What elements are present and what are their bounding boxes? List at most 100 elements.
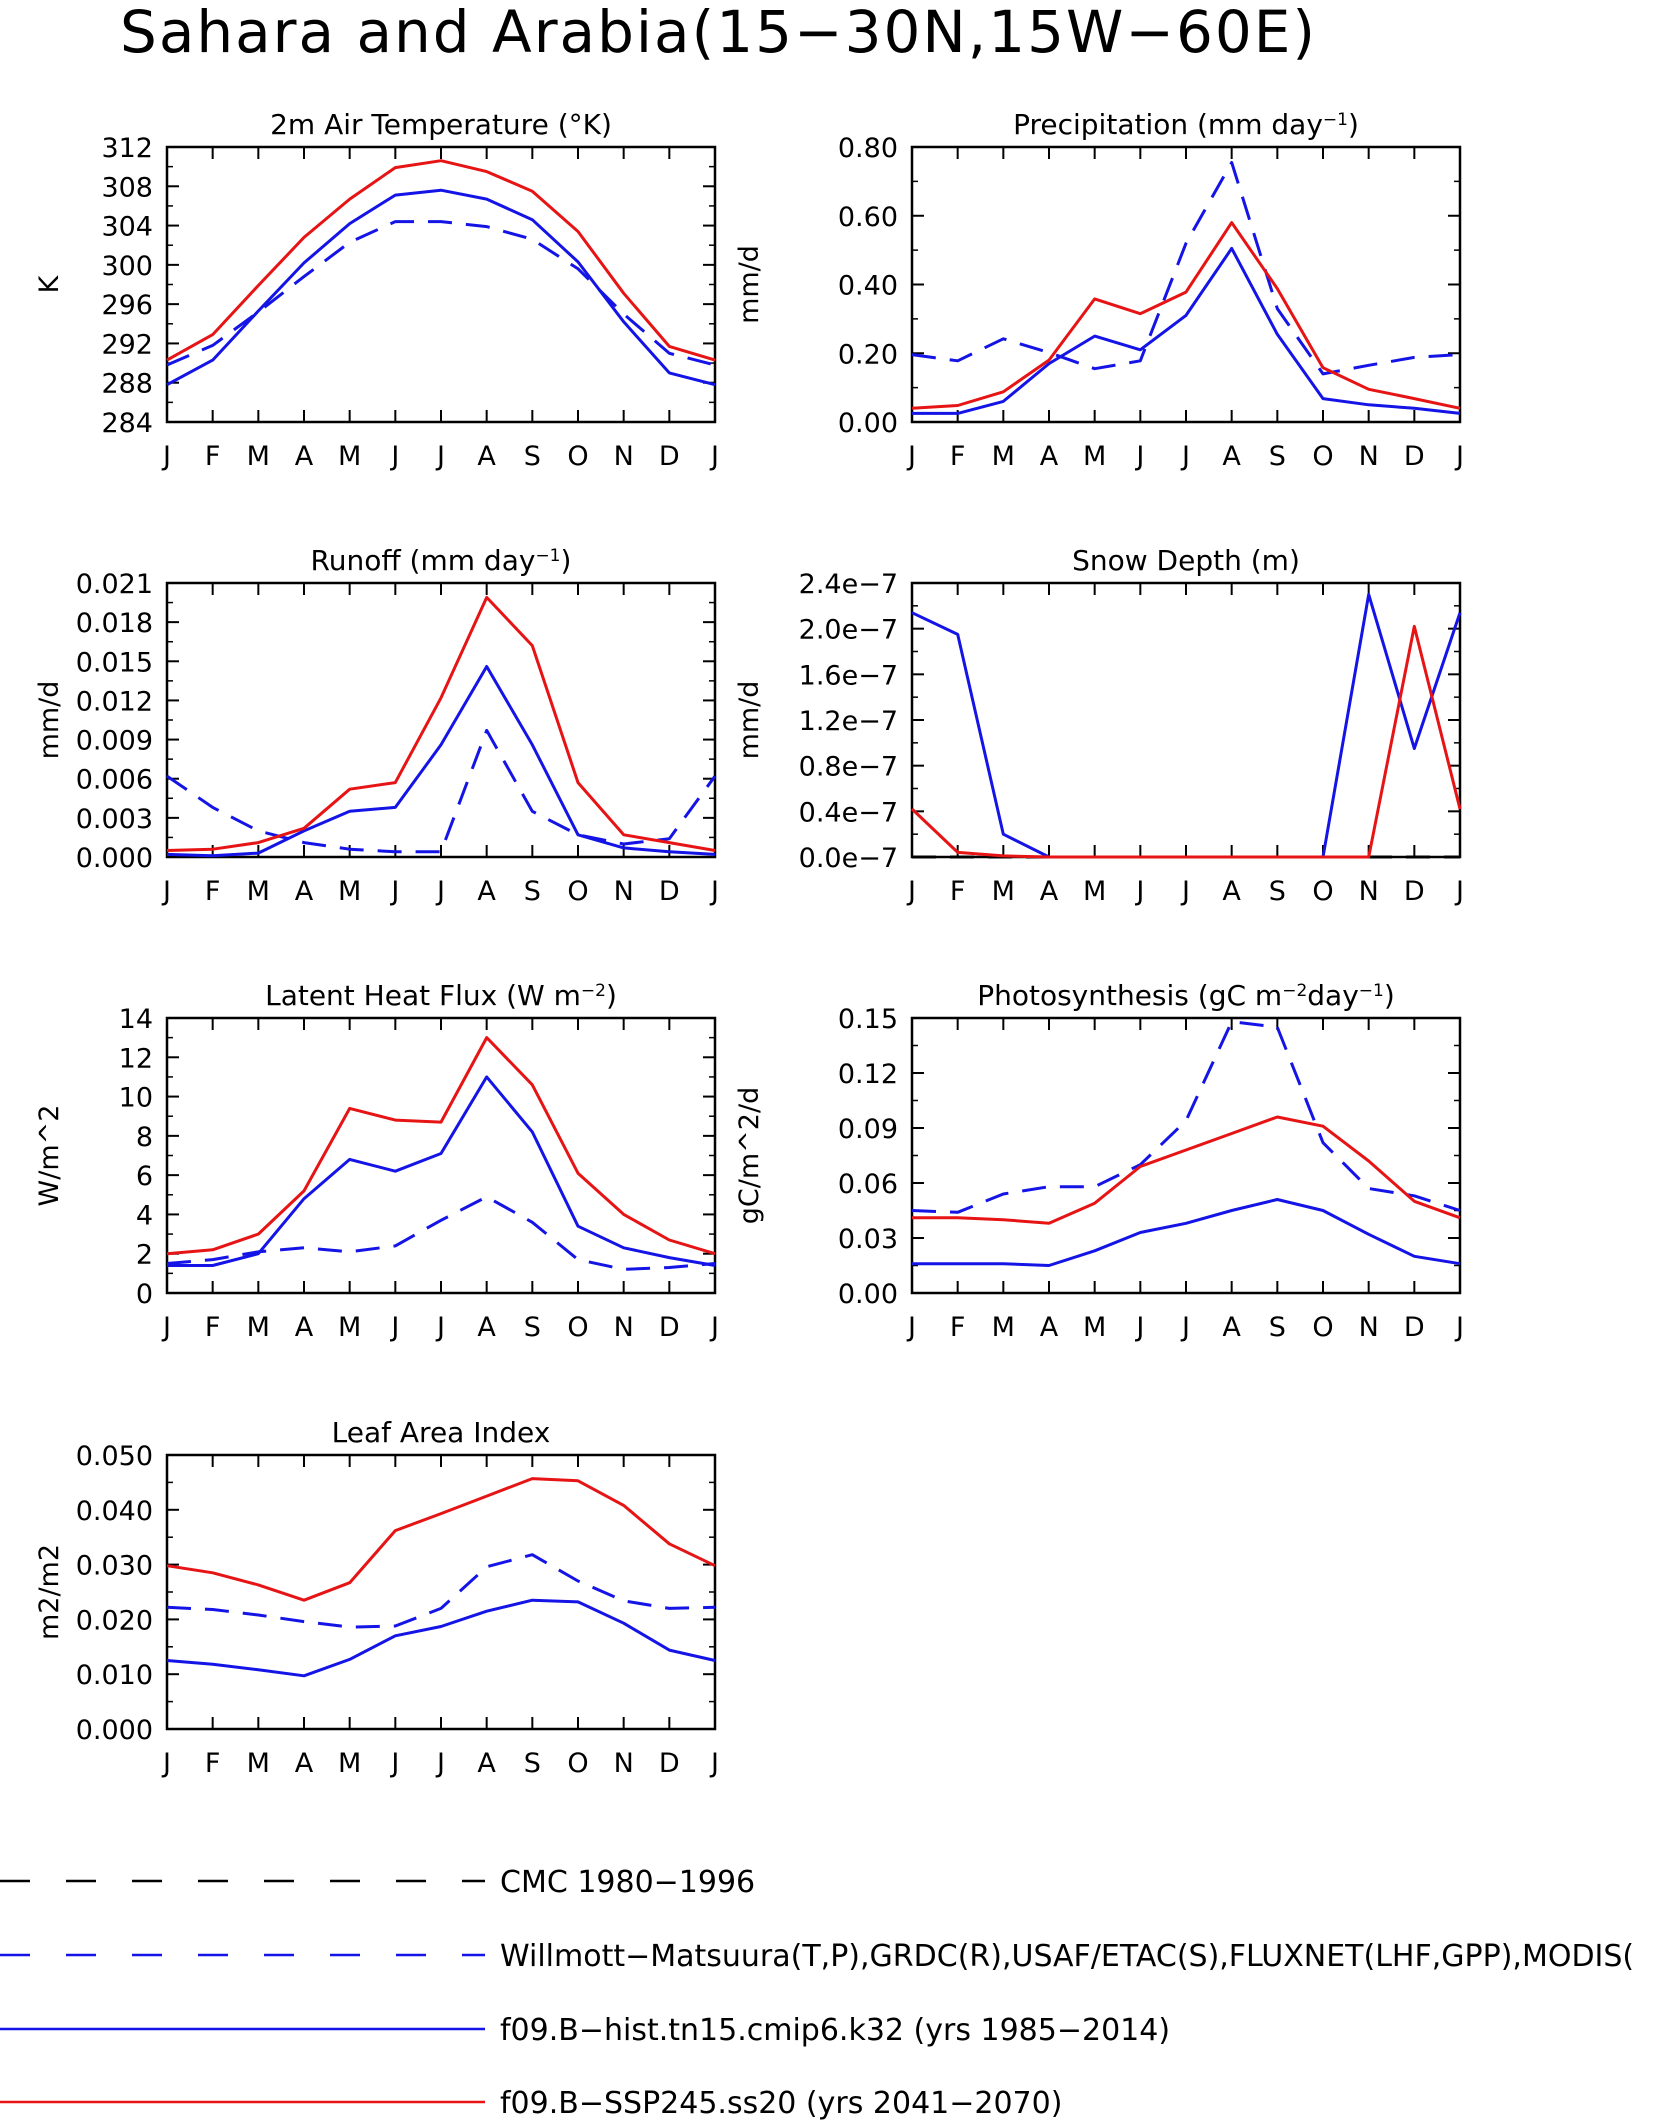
x-tick-label: A: [1222, 876, 1241, 907]
series-line-hist: [912, 246, 1461, 415]
series-line-hist: [166, 665, 716, 858]
x-tick-label: M: [1083, 876, 1106, 907]
x-tick-label: A: [1040, 441, 1059, 472]
y-tick-label: 292: [101, 329, 153, 360]
y-axis-label: gC/m^2/d: [734, 1087, 765, 1224]
y-tick-label: 0.00: [838, 408, 898, 439]
y-tick-label: 0.80: [838, 133, 898, 164]
y-tick-label: 284: [101, 408, 153, 439]
y-tick-label: 2: [136, 1240, 153, 1271]
y-tick-label: 8: [136, 1122, 153, 1153]
x-tick-label: M: [1083, 441, 1106, 472]
series-line-ssp: [910, 624, 1462, 859]
x-tick-label: O: [567, 876, 588, 907]
x-tick-label: M: [338, 1748, 361, 1779]
x-tick-label: J: [161, 441, 171, 472]
x-tick-label: J: [1134, 1312, 1144, 1343]
x-tick-label: M: [992, 1312, 1015, 1343]
y-tick-label: 1.6e−7: [799, 660, 898, 691]
x-tick-label: M: [338, 876, 361, 907]
x-tick-label: N: [614, 1748, 634, 1779]
y-tick-label: 0.4e−7: [799, 797, 898, 828]
y-tick-label: 304: [101, 212, 153, 243]
legend-item-obs: Willmott−Matsuura(T,P),GRDC(R),USAF/ETAC…: [0, 1939, 1634, 1974]
x-tick-label: J: [1454, 1312, 1464, 1343]
legend-label: f09.B−SSP245.ss20 (yrs 2041−2070): [500, 2086, 1062, 2121]
y-axis-label: W/m^2: [34, 1105, 65, 1207]
x-tick-label: D: [659, 876, 680, 907]
x-tick-label: A: [477, 1748, 496, 1779]
y-tick-label: 0.03: [838, 1224, 898, 1255]
y-tick-label: 0.00: [838, 1279, 898, 1310]
x-tick-label: M: [247, 1312, 270, 1343]
y-tick-label: 0.040: [76, 1496, 153, 1527]
x-tick-label: F: [950, 1312, 966, 1343]
x-tick-label: J: [1180, 441, 1190, 472]
x-tick-label: A: [1222, 1312, 1241, 1343]
y-tick-label: 0.09: [838, 1114, 898, 1145]
y-tick-label: 0.021: [76, 569, 153, 600]
y-tick-label: 0.40: [838, 271, 898, 302]
panel-title: Precipitation (mm day−1): [1013, 108, 1359, 141]
y-tick-label: 296: [101, 290, 153, 321]
x-tick-label: J: [161, 1312, 171, 1343]
x-tick-label: J: [906, 876, 916, 907]
x-tick-label: A: [1040, 1312, 1059, 1343]
x-tick-label: J: [1134, 876, 1144, 907]
y-tick-label: 0.020: [76, 1605, 153, 1636]
x-tick-label: A: [295, 876, 314, 907]
chart-panel: J F M A M J J A S O N D J0.000.030.060.090.120.15gC/…: [734, 979, 1464, 1343]
x-tick-label: A: [295, 1312, 314, 1343]
y-tick-label: 0.006: [76, 765, 153, 796]
x-tick-label: D: [659, 1312, 680, 1343]
y-tick-label: 0.050: [76, 1441, 153, 1472]
y-axis-label: m2/m2: [34, 1544, 65, 1640]
y-tick-label: 308: [101, 172, 153, 203]
x-tick-label: M: [247, 876, 270, 907]
x-tick-label: F: [950, 441, 966, 472]
series-line-obs: [911, 1020, 1461, 1214]
y-tick-label: 0.0e−7: [799, 843, 898, 874]
y-tick-label: 0.012: [76, 686, 153, 717]
y-axis-label: K: [34, 274, 65, 293]
y-tick-label: 0.20: [838, 339, 898, 370]
series-line-ssp: [166, 159, 716, 362]
panel-title: Leaf Area Index: [332, 1416, 551, 1449]
series-line-obs: [166, 1553, 716, 1629]
x-tick-label: A: [1222, 441, 1241, 472]
x-tick-label: J: [389, 1748, 399, 1779]
series-line-ssp: [166, 595, 716, 852]
x-tick-label: A: [295, 441, 314, 472]
y-tick-label: 312: [101, 133, 153, 164]
legend-label: f09.B−hist.tn15.cmip6.k32 (yrs 1985−2014…: [500, 2013, 1170, 2048]
x-tick-label: M: [338, 441, 361, 472]
y-tick-label: 0: [136, 1279, 153, 1310]
y-tick-label: 1.2e−7: [799, 706, 898, 737]
series-line-obs: [166, 728, 717, 854]
x-tick-label: S: [524, 876, 541, 907]
y-axis-label: mm/d: [734, 681, 765, 760]
y-tick-label: 2.4e−7: [799, 569, 898, 600]
x-tick-label: J: [1134, 441, 1144, 472]
x-tick-label: A: [477, 1312, 496, 1343]
panel-title: Runoff (mm day−1): [311, 544, 572, 577]
x-tick-label: A: [295, 1748, 314, 1779]
plot-frame: [910, 1016, 1462, 1295]
x-tick-label: A: [1040, 876, 1059, 907]
legend-item-hist: f09.B−hist.tn15.cmip6.k32 (yrs 1985−2014…: [0, 2013, 1170, 2048]
x-tick-label: J: [389, 1312, 399, 1343]
x-tick-label: J: [709, 876, 719, 907]
x-tick-label: N: [614, 876, 634, 907]
y-tick-label: 0.60: [838, 202, 898, 233]
series-line-ssp: [912, 1115, 1461, 1225]
x-tick-label: M: [1083, 1312, 1106, 1343]
legend-label: Willmott−Matsuura(T,P),GRDC(R),USAF/ETAC…: [500, 1939, 1634, 1974]
y-tick-label: 0.8e−7: [799, 752, 898, 783]
x-tick-label: N: [1359, 1312, 1379, 1343]
x-tick-label: O: [567, 441, 588, 472]
y-tick-label: 288: [101, 369, 153, 400]
chart-panel: J F M A M J J A S O N D J284288292296300304308312K2m…: [34, 108, 719, 472]
series-line-obs: [166, 220, 716, 367]
y-tick-label: 0.003: [76, 804, 153, 835]
